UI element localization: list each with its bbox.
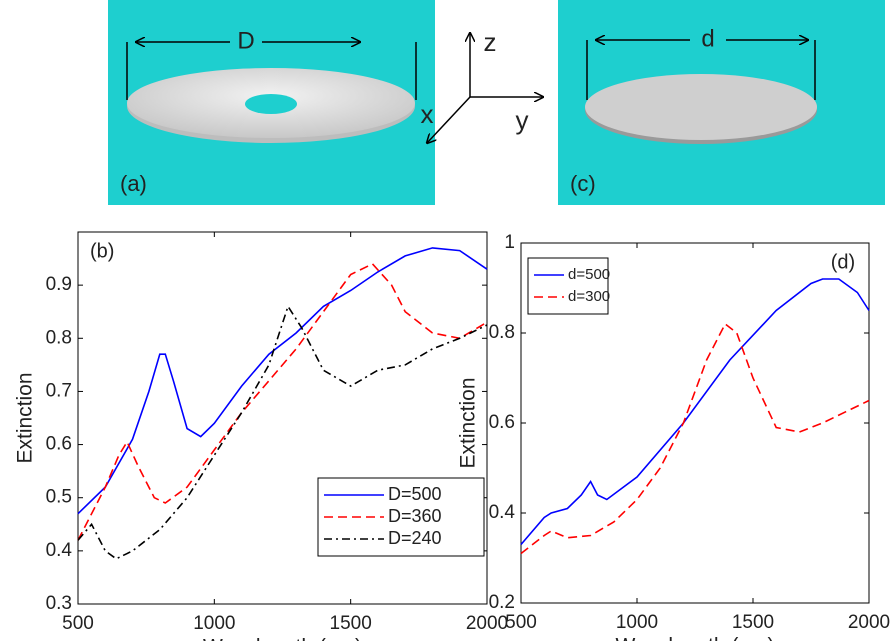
x-tick-label: 500 <box>62 613 94 634</box>
x-tick-label: 1500 <box>330 613 372 634</box>
legend-label: d=500 <box>568 266 610 283</box>
y-tick-label: 0.3 <box>46 593 72 614</box>
ring-hole <box>245 94 297 114</box>
series-line <box>520 278 870 546</box>
y-tick-label: 0.4 <box>489 502 516 523</box>
panel-label: (a) <box>120 171 147 196</box>
series-line <box>520 322 870 555</box>
series-line <box>77 304 488 560</box>
legend-label: D=360 <box>388 506 442 526</box>
x-tick-label: 500 <box>505 612 537 633</box>
y-tick-label: 0.7 <box>46 380 72 401</box>
y-tick-label: 0.6 <box>489 412 515 433</box>
x-axis-arrow <box>427 96 471 143</box>
x-tick-label: 1500 <box>732 612 774 633</box>
series-line <box>77 247 488 515</box>
legend-box <box>527 257 609 315</box>
x-axis-label: Wavelength (nm) <box>203 636 362 641</box>
x-tick-label: 2000 <box>848 612 890 633</box>
y-tick-label: 1 <box>504 232 515 253</box>
axis-x-label: x <box>421 99 434 129</box>
dimension-label: D <box>237 27 254 54</box>
axis-z-label: z <box>484 27 497 57</box>
legend-label: D=240 <box>388 528 442 548</box>
y-tick-label: 0.4 <box>46 540 73 561</box>
y-tick-label: 0.9 <box>46 274 72 295</box>
legend-label: d=300 <box>568 288 610 305</box>
x-tick-label: 2000 <box>466 613 508 634</box>
dimension-label: d <box>701 25 714 52</box>
x-tick-label: 1000 <box>616 612 658 633</box>
y-tick-label: 0.8 <box>46 327 72 348</box>
legend-label: D=500 <box>388 484 442 504</box>
y-tick-label: 0.2 <box>489 592 515 613</box>
disc <box>585 74 817 140</box>
y-tick-label: 0.6 <box>46 434 72 455</box>
panel-label: (d) <box>831 251 855 273</box>
x-axis-label: Wavelength (nm) <box>615 635 774 641</box>
y-axis-label: Extinction <box>457 377 480 468</box>
y-tick-label: 0.8 <box>489 322 515 343</box>
panel-label: (b) <box>90 240 114 262</box>
y-axis-label: Extinction <box>14 372 37 463</box>
panel-label: (c) <box>570 171 596 196</box>
axis-y-label: y <box>516 105 529 135</box>
x-tick-label: 1000 <box>193 613 235 634</box>
series-line <box>77 262 488 541</box>
y-tick-label: 0.5 <box>46 487 72 508</box>
